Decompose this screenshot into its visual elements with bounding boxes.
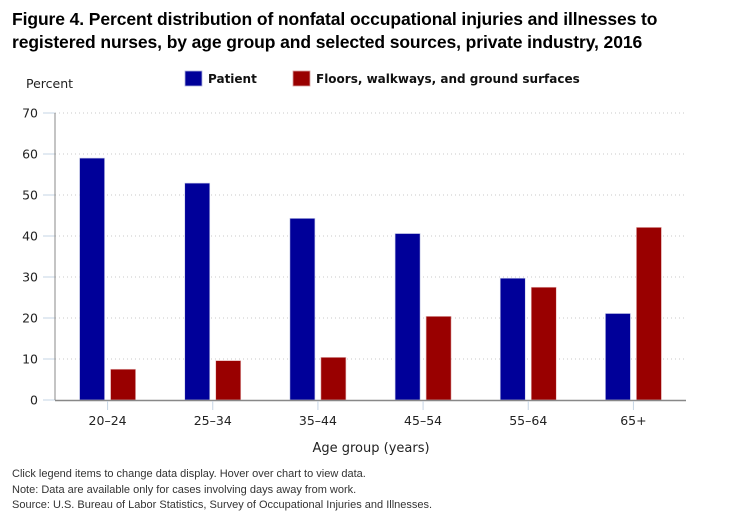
- y-axis-ticks: 0 10 20 30 40 50 60 70: [22, 106, 55, 408]
- x-tick-label: 20–24: [89, 413, 127, 428]
- y-tick-label: 60: [22, 147, 38, 162]
- x-tick-label: 35–44: [299, 413, 337, 428]
- legend-item-patient[interactable]: Patient: [184, 70, 257, 87]
- bar-patient-0[interactable]: Patient, 20–24: 59: [79, 157, 105, 401]
- x-tick-label: 25–34: [194, 413, 232, 428]
- bar-floors-3[interactable]: Floors, walkways, and ground surfaces, 4…: [425, 316, 452, 401]
- x-tick-label: 45–54: [404, 413, 442, 428]
- x-tick-label: 55–64: [509, 413, 547, 428]
- y-tick-label: 20: [22, 311, 38, 326]
- bar-patient-1[interactable]: Patient, 25–34: 52.9: [184, 182, 211, 401]
- y-tick-label: 0: [30, 393, 38, 408]
- bar-patient-4[interactable]: Patient, 55–64: 29.7: [499, 277, 526, 401]
- x-axis-label: Age group (years): [312, 441, 429, 456]
- bar-patient-3[interactable]: Patient, 45–54: 40.6: [394, 233, 421, 401]
- bars: Patient, 20–24: 59Floors, walkways, and …: [79, 157, 662, 401]
- note-instructions: Click legend items to change data displa…: [12, 468, 366, 480]
- bar-floors-1[interactable]: Floors, walkways, and ground surfaces, 2…: [215, 360, 242, 401]
- note-source: Source: U.S. Bureau of Labor Statistics,…: [12, 499, 433, 511]
- bar-floors-2[interactable]: Floors, walkways, and ground surfaces, 3…: [320, 357, 347, 401]
- note-data-availability: Note: Data are available only for cases …: [12, 483, 357, 496]
- legend-label: Floors, walkways, and ground surfaces: [316, 72, 580, 86]
- bar-floors-5[interactable]: Floors, walkways, and ground surfaces, 6…: [636, 227, 662, 401]
- legend: Patient Floors, walkways, and ground surf…: [184, 70, 580, 87]
- legend-swatch: [292, 70, 311, 87]
- x-tick-label: 65+: [620, 413, 646, 428]
- y-tick-label: 40: [22, 229, 38, 244]
- legend-label: Patient: [208, 72, 257, 86]
- axes: [54, 113, 686, 402]
- x-axis-ticks: 20–24 25–34 35–44 45–54 55–64 65+: [89, 401, 647, 428]
- y-tick-label: 10: [22, 352, 38, 367]
- y-axis-label: Percent: [26, 76, 73, 91]
- gridlines: [55, 112, 686, 360]
- y-tick-label: 70: [22, 106, 38, 121]
- bar-patient-5[interactable]: Patient, 65+: 21.1: [605, 313, 631, 401]
- bar-floors-4[interactable]: Floors, walkways, and ground surfaces, 5…: [530, 286, 557, 401]
- legend-item-floors[interactable]: Floors, walkways, and ground surfaces: [292, 70, 580, 87]
- bar-patient-2[interactable]: Patient, 35–44: 44.3: [289, 218, 316, 401]
- legend-swatch: [184, 70, 203, 87]
- chart-notes: Click legend items to change data displa…: [12, 467, 432, 514]
- bar-floors-0[interactable]: Floors, walkways, and ground surfaces, 2…: [110, 368, 136, 401]
- y-tick-label: 50: [22, 188, 38, 203]
- chart-title: Figure 4. Percent distribution of nonfat…: [12, 9, 658, 52]
- y-tick-label: 30: [22, 270, 38, 285]
